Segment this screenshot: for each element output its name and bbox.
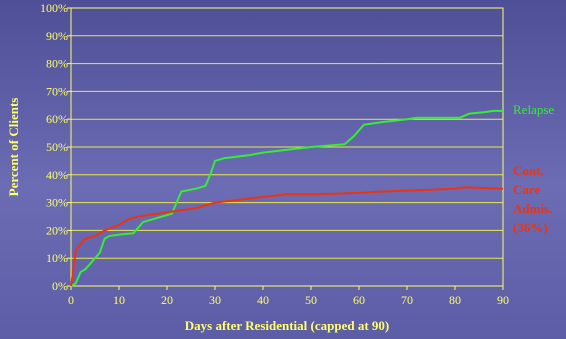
legend-label-relapse: Relapse [513,102,554,117]
x-tick-label: 40 [257,293,269,307]
x-tick-label: 0 [68,293,74,307]
legend-label-line: Cont. [513,163,544,178]
y-tick-label: 90% [46,29,68,43]
legend-label-line: Admis. [513,201,552,216]
y-axis-title: Percent of Clients [6,98,21,197]
x-tick-label: 10 [113,293,125,307]
x-tick-label: 70 [401,293,413,307]
y-tick-label: 10% [46,251,68,265]
y-tick-label: 0% [52,279,68,293]
x-tick-label: 50 [305,293,317,307]
y-tick-label: 80% [46,57,68,71]
y-tick-label: 20% [46,223,68,237]
legend-label-line: (36%) [513,220,548,235]
series-layer [70,109,504,287]
legend-label-line: Care [513,182,540,197]
x-tick-label: 80 [449,293,461,307]
y-tick-label: 70% [46,84,68,98]
y-tick-label: 30% [46,196,68,210]
y-tick-label: 50% [46,140,68,154]
x-axis-title: Days after Residential (capped at 90) [185,318,390,333]
x-tick-label: 90 [497,293,509,307]
y-tick-label: 60% [46,112,68,126]
series-line-relapse [70,109,503,287]
x-tick-label: 20 [161,293,173,307]
y-tick-label: 40% [46,168,68,182]
x-tick-label: 60 [353,293,365,307]
legend: Relapse Cont. Care Admis. (36%) [513,102,554,235]
x-tick-label: 30 [209,293,221,307]
grid-lines [71,35,503,259]
y-tick-labels: 0% 10% 20% 30% 40% 50% 60% 70% 80% 90% 100% [40,1,71,293]
series-line-cont-care [70,186,504,287]
legend-label-cont-care: Cont. Care Admis. (36%) [513,163,552,235]
x-tick-labels: 0 10 20 30 40 50 60 70 80 90 [68,286,509,307]
y-tick-label: 100% [40,1,68,15]
